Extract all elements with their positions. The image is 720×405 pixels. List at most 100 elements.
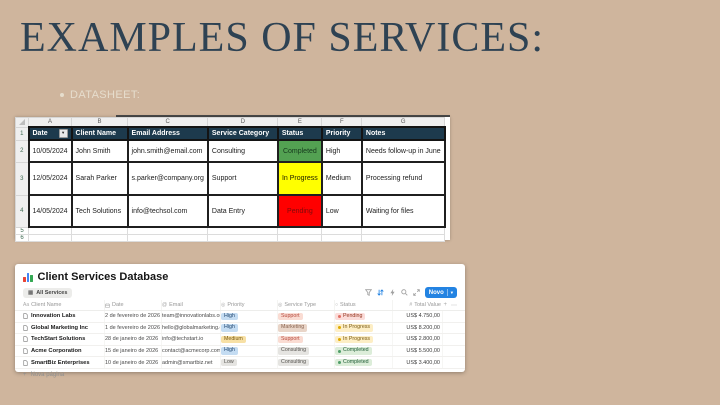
database-row[interactable]: TechStart Solutions 28 de janeiro de 202…: [15, 334, 465, 346]
header-date[interactable]: Date ▼: [27, 126, 73, 141]
new-button[interactable]: Novo ▾: [424, 287, 457, 298]
priority-pill[interactable]: High: [221, 324, 238, 332]
column-letter[interactable]: C: [127, 117, 209, 128]
email-cell[interactable]: contact@acmecorp.com: [162, 345, 221, 357]
expand-icon[interactable]: [413, 289, 420, 296]
empty-cell[interactable]: [207, 226, 279, 235]
status-pill[interactable]: In Progress: [335, 335, 374, 344]
cell-priority[interactable]: Medium: [320, 161, 363, 196]
column-letter[interactable]: A: [27, 117, 73, 128]
date-cell[interactable]: 10 de janeiro de 2026: [105, 357, 162, 368]
sort-icon[interactable]: [377, 289, 384, 296]
row-number[interactable]: 1: [15, 126, 29, 141]
total-value-cell[interactable]: US$ 2.800,00: [393, 334, 443, 345]
status-pill[interactable]: Completed: [335, 358, 372, 367]
client-name[interactable]: TechStart Solutions: [31, 336, 86, 343]
empty-cell[interactable]: [361, 226, 446, 235]
service-pill[interactable]: Consulting: [278, 347, 310, 355]
header-service-category[interactable]: Service Category: [206, 126, 279, 141]
client-name[interactable]: Global Marketing Inc: [31, 324, 89, 331]
empty-cell[interactable]: [321, 234, 363, 242]
total-value-cell[interactable]: US$ 5.500,00: [393, 345, 443, 357]
cell-notes[interactable]: Processing refund: [360, 161, 446, 196]
cell-notes[interactable]: Needs follow-up in June: [360, 139, 446, 163]
priority-pill[interactable]: High: [221, 347, 238, 355]
cell-date[interactable]: 14/05/2024: [27, 194, 73, 228]
cell-email[interactable]: info@techsol.com: [126, 194, 209, 228]
empty-cell[interactable]: [27, 226, 73, 235]
more-options-icon[interactable]: ⋯: [451, 302, 457, 309]
row-number[interactable]: 5: [15, 226, 29, 235]
database-row[interactable]: SmartBiz Enterprises 10 de janeiro de 20…: [15, 357, 465, 369]
column-client-name[interactable]: Aa Client Name: [23, 300, 105, 310]
priority-pill[interactable]: Low: [221, 358, 237, 367]
service-pill[interactable]: Consulting: [278, 358, 310, 367]
row-number[interactable]: 2: [15, 139, 29, 163]
empty-cell[interactable]: [127, 234, 209, 242]
filter-icon[interactable]: [364, 289, 372, 296]
empty-cell[interactable]: [71, 226, 129, 235]
column-letter[interactable]: D: [207, 117, 279, 128]
empty-cell[interactable]: [321, 226, 363, 235]
email-cell[interactable]: hello@globalmarketing.com: [162, 322, 221, 334]
database-row[interactable]: Global Marketing Inc 1 de fevereiro de 2…: [15, 322, 465, 335]
cell-client[interactable]: Sarah Parker: [70, 161, 129, 196]
empty-cell[interactable]: [277, 234, 323, 242]
empty-cell[interactable]: [207, 234, 279, 242]
column-letter[interactable]: B: [71, 117, 129, 128]
column-priority[interactable]: ◎ Priority: [221, 300, 278, 310]
empty-cell[interactable]: [127, 226, 209, 235]
cell-notes[interactable]: Waiting for files: [360, 194, 446, 228]
total-value-cell[interactable]: US$ 8.200,00: [393, 322, 443, 334]
add-column-icon[interactable]: +: [443, 301, 447, 308]
column-email[interactable]: @ Email: [162, 300, 221, 310]
header-priority[interactable]: Priority: [320, 126, 363, 141]
database-row[interactable]: Innovation Labs 2 de fevereiro de 2026 t…: [15, 311, 465, 323]
cell-category[interactable]: Data Entry: [206, 194, 279, 228]
date-cell[interactable]: 28 de janeiro de 2026: [105, 334, 162, 345]
column-status[interactable]: ○ Status: [335, 300, 393, 310]
date-cell[interactable]: 15 de janeiro de 2026: [105, 345, 162, 357]
cell-category[interactable]: Consulting: [206, 139, 279, 163]
date-cell[interactable]: 1 de fevereiro de 2026: [105, 322, 162, 334]
lightning-icon[interactable]: [389, 289, 396, 296]
email-cell[interactable]: team@innovationlabs.org: [162, 311, 221, 322]
column-letter[interactable]: E: [277, 117, 323, 128]
row-number[interactable]: 6: [15, 234, 29, 242]
cell-category[interactable]: Support: [206, 161, 279, 196]
cell-client[interactable]: John Smith: [70, 139, 129, 163]
cell-priority[interactable]: High: [320, 139, 363, 163]
header-email-address[interactable]: Email Address: [126, 126, 209, 141]
search-icon[interactable]: [401, 289, 408, 296]
column-letter[interactable]: G: [361, 117, 446, 128]
cell-priority[interactable]: Low: [320, 194, 363, 228]
column-service-type[interactable]: ◎ Service Type: [278, 300, 335, 310]
client-name[interactable]: Acme Corporation: [31, 348, 82, 355]
cell-status[interactable]: Pending: [276, 194, 323, 228]
filter-dropdown-icon[interactable]: ▼: [58, 129, 68, 138]
priority-pill[interactable]: High: [221, 312, 238, 321]
priority-pill[interactable]: Medium: [221, 335, 246, 344]
cell-date[interactable]: 12/05/2024: [27, 161, 73, 196]
new-page-button[interactable]: + Nova página: [15, 369, 465, 381]
cell-date[interactable]: 10/05/2024: [27, 139, 73, 163]
row-number[interactable]: 4: [15, 194, 29, 228]
service-pill[interactable]: Support: [278, 312, 303, 321]
status-pill[interactable]: In Progress: [335, 324, 374, 332]
service-pill[interactable]: Support: [278, 335, 303, 344]
cell-client[interactable]: Tech Solutions: [70, 194, 129, 228]
total-value-cell[interactable]: US$ 4.750,00: [393, 311, 443, 322]
date-cell[interactable]: 2 de fevereiro de 2026: [105, 311, 162, 322]
header-status[interactable]: Status: [276, 126, 323, 141]
empty-cell[interactable]: [277, 226, 323, 235]
cell-email[interactable]: s.parker@company.org: [126, 161, 209, 196]
chevron-down-icon[interactable]: ▾: [450, 289, 453, 295]
cell-status[interactable]: In Progress: [276, 161, 323, 196]
column-letter[interactable]: F: [321, 117, 363, 128]
column-date[interactable]: Date: [105, 300, 162, 310]
empty-cell[interactable]: [27, 234, 73, 242]
header-client-name[interactable]: Client Name: [70, 126, 129, 141]
select-all-corner[interactable]: [15, 117, 29, 128]
header-notes[interactable]: Notes: [360, 126, 446, 141]
service-pill[interactable]: Marketing: [278, 324, 308, 332]
